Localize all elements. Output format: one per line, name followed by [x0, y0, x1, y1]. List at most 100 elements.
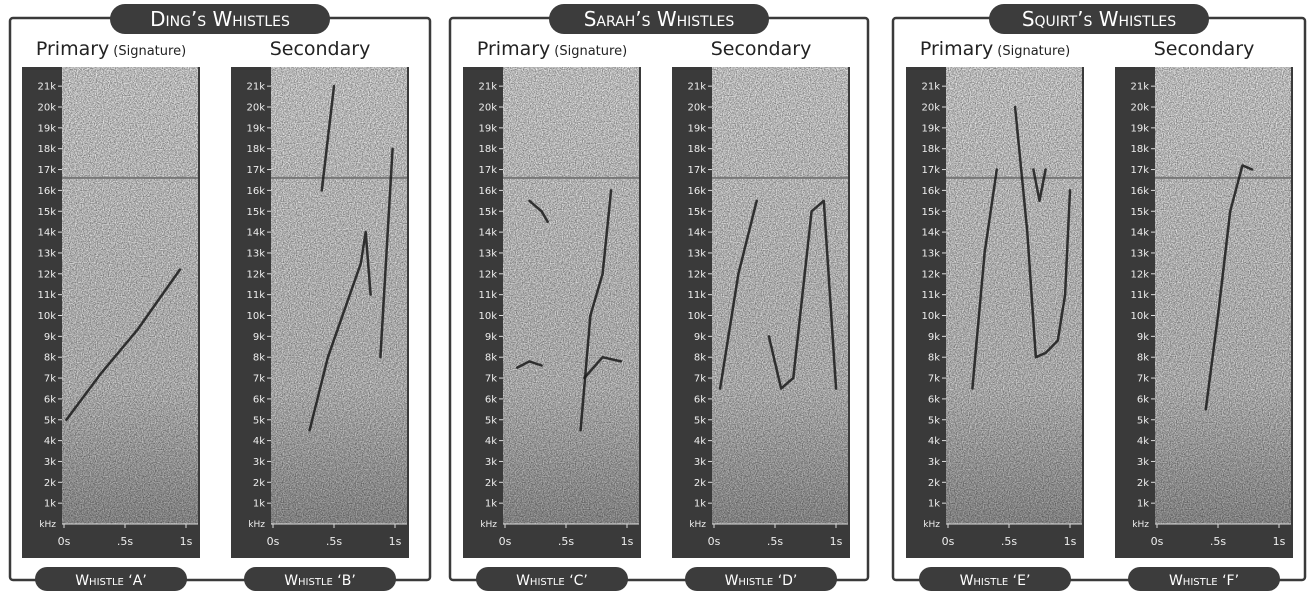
- whistle-label: Whistle ‘D’: [725, 573, 798, 589]
- y-tick-label: 19k: [687, 123, 706, 134]
- y-tick-label: 7k: [694, 374, 706, 385]
- spectrogram-noise: [271, 67, 407, 524]
- y-tick-label: 4k: [694, 436, 706, 447]
- whistle-label: Whistle ‘F’: [1169, 573, 1239, 589]
- y-tick-label: 14k: [478, 228, 497, 239]
- y-tick-label: 12k: [246, 269, 265, 280]
- spectrogram-noise: [946, 67, 1082, 524]
- y-tick-label: 10k: [921, 311, 940, 322]
- y-tick-label: 6k: [44, 394, 56, 405]
- y-tick-label: 13k: [687, 248, 706, 259]
- y-tick-label: 6k: [694, 394, 706, 405]
- y-tick-label: 5k: [694, 415, 706, 426]
- y-tick-label: 15k: [37, 207, 56, 218]
- panel-header: Primary (Signature): [920, 38, 1070, 60]
- y-tick-label: 7k: [928, 374, 940, 385]
- y-tick-label: 1k: [928, 499, 940, 510]
- y-tick-label: 14k: [37, 228, 56, 239]
- y-tick-label: 3k: [1137, 457, 1149, 468]
- spectrogram-noise: [62, 67, 198, 524]
- y-tick-label: 19k: [246, 123, 265, 134]
- y-tick-label: 20k: [687, 103, 706, 114]
- y-tick-label: 2k: [44, 478, 56, 489]
- group-title: Squirt’s Whistles: [1022, 7, 1176, 31]
- x-tick-label: .5s: [117, 535, 133, 548]
- spectrogram-noise: [712, 67, 848, 524]
- y-tick-label: 3k: [485, 457, 497, 468]
- panel-header: Secondary: [1154, 38, 1255, 60]
- x-tick-label: 1s: [180, 535, 193, 548]
- y-tick-label: 5k: [1137, 415, 1149, 426]
- y-tick-label: 1k: [44, 499, 56, 510]
- y-tick-label: 8k: [44, 353, 56, 364]
- x-tick-label: .5s: [767, 535, 783, 548]
- y-tick-label: 7k: [1137, 374, 1149, 385]
- y-tick-label: 8k: [1137, 353, 1149, 364]
- x-tick-label: .5s: [558, 535, 574, 548]
- whistle-label: Whistle ‘E’: [960, 573, 1031, 589]
- y-tick-label: 15k: [687, 207, 706, 218]
- y-tick-label: 17k: [478, 165, 497, 176]
- y-tick-label: 21k: [921, 82, 940, 93]
- y-tick-label: 18k: [921, 144, 940, 155]
- y-tick-label: 9k: [485, 332, 497, 343]
- x-tick-label: 1s: [621, 535, 634, 548]
- y-tick-label: 17k: [246, 165, 265, 176]
- y-tick-label: 1k: [1137, 499, 1149, 510]
- y-tick-label: 4k: [253, 436, 265, 447]
- whistle-group: Sarah’s WhistlesPrimary(Signature)1k2k3k…: [450, 4, 868, 591]
- header-primary: Primary: [920, 38, 993, 60]
- y-tick-label: 19k: [921, 123, 940, 134]
- y-tick-label: 12k: [478, 269, 497, 280]
- header-signature: (Signature): [113, 44, 186, 59]
- x-tick-label: 1s: [1273, 535, 1286, 548]
- y-tick-label: 5k: [253, 415, 265, 426]
- y-tick-label: 14k: [687, 228, 706, 239]
- x-tick-label: 0s: [58, 535, 71, 548]
- y-tick-label: 7k: [44, 374, 56, 385]
- y-tick-label: 10k: [1130, 311, 1149, 322]
- y-unit: kHz: [689, 520, 706, 530]
- y-tick-label: 2k: [253, 478, 265, 489]
- x-tick-label: .5s: [326, 535, 342, 548]
- y-tick-label: 17k: [1130, 165, 1149, 176]
- y-tick-label: 11k: [1130, 290, 1149, 301]
- y-tick-label: 2k: [694, 478, 706, 489]
- y-tick-label: 16k: [687, 186, 706, 197]
- y-tick-label: 18k: [478, 144, 497, 155]
- y-tick-label: 21k: [246, 82, 265, 93]
- y-tick-label: 2k: [485, 478, 497, 489]
- y-tick-label: 6k: [253, 394, 265, 405]
- y-tick-label: 20k: [921, 103, 940, 114]
- y-tick-label: 3k: [694, 457, 706, 468]
- y-tick-label: 8k: [485, 353, 497, 364]
- y-tick-label: 19k: [37, 123, 56, 134]
- y-tick-label: 9k: [694, 332, 706, 343]
- y-tick-label: 16k: [37, 186, 56, 197]
- x-tick-label: 1s: [830, 535, 843, 548]
- y-tick-label: 4k: [44, 436, 56, 447]
- y-tick-label: 16k: [921, 186, 940, 197]
- x-tick-label: 0s: [1151, 535, 1164, 548]
- panel-header: Primary(Signature): [477, 38, 627, 60]
- y-tick-label: 13k: [921, 248, 940, 259]
- y-tick-label: 7k: [485, 374, 497, 385]
- spectrogram-noise: [503, 67, 639, 524]
- y-tick-label: 12k: [687, 269, 706, 280]
- header-signature: (Signature): [997, 44, 1070, 59]
- y-unit: kHz: [480, 520, 497, 530]
- y-tick-label: 12k: [921, 269, 940, 280]
- y-tick-label: 9k: [928, 332, 940, 343]
- y-tick-label: 16k: [1130, 186, 1149, 197]
- y-tick-label: 20k: [246, 103, 265, 114]
- spectrogram-noise: [1155, 67, 1291, 524]
- y-tick-label: 21k: [37, 82, 56, 93]
- y-tick-label: 10k: [246, 311, 265, 322]
- y-tick-label: 13k: [1130, 248, 1149, 259]
- y-tick-label: 15k: [1130, 207, 1149, 218]
- header-primary: Primary: [36, 38, 109, 60]
- panel-header: Secondary: [270, 38, 371, 60]
- y-tick-label: 10k: [37, 311, 56, 322]
- x-tick-label: 1s: [1064, 535, 1077, 548]
- y-tick-label: 10k: [478, 311, 497, 322]
